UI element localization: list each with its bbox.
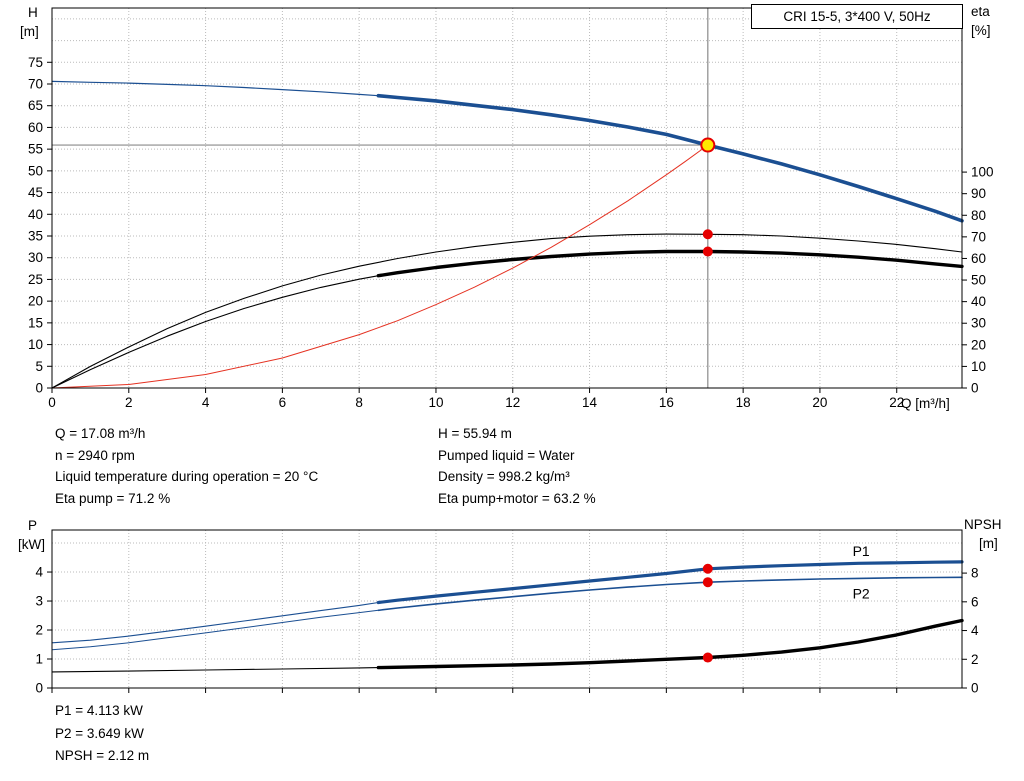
- info-line-q: Q = 17.08 m³/h: [55, 426, 146, 441]
- info-line-density: Density = 998.2 kg/m³: [438, 469, 570, 485]
- svg-text:15: 15: [28, 315, 43, 330]
- info-line-eta-pump: Eta pump = 71.2 %: [55, 490, 171, 506]
- svg-text:70: 70: [971, 229, 986, 244]
- power-npsh-chart-svg: 0 1 2 3 4 0 2 4 6 8 P1 P2: [35, 529, 979, 696]
- axis-title-h: H: [28, 5, 38, 20]
- svg-text:P2: P2: [853, 586, 870, 602]
- svg-text:2: 2: [125, 395, 133, 410]
- svg-text:35: 35: [28, 229, 43, 244]
- svg-text:75: 75: [28, 55, 43, 70]
- svg-text:100: 100: [971, 165, 994, 180]
- axis-title-q: Q [m³/h]: [901, 396, 950, 411]
- hq-eta-chart-svg: 0510152025303540455055606570750102030405…: [28, 7, 994, 410]
- svg-text:8: 8: [971, 566, 979, 581]
- svg-text:4: 4: [971, 623, 979, 638]
- svg-text:0: 0: [971, 681, 979, 696]
- svg-text:55: 55: [28, 142, 43, 157]
- info-line-temp: Liquid temperature during operation = 20…: [55, 469, 319, 485]
- svg-text:40: 40: [28, 207, 43, 222]
- svg-text:25: 25: [28, 272, 43, 287]
- info-line-npsh: NPSH = 2.12 m: [55, 748, 150, 764]
- svg-text:90: 90: [971, 186, 986, 201]
- duty-info-right-column: H = 55.94 m Pumped liquid = Water Densit…: [438, 423, 596, 509]
- svg-text:3: 3: [35, 594, 43, 609]
- info-line-n: n = 2940 rpm: [55, 447, 135, 463]
- svg-text:22: 22: [889, 395, 904, 410]
- svg-text:1: 1: [35, 652, 43, 667]
- axis-title-h-unit: [m]: [20, 24, 39, 39]
- info-line-p1: P1 = 4.113 kW: [55, 703, 143, 718]
- svg-text:30: 30: [28, 250, 43, 265]
- info-line-h: H = 55.94 m: [438, 426, 512, 441]
- svg-text:50: 50: [971, 273, 986, 288]
- svg-text:40: 40: [971, 294, 986, 309]
- svg-text:45: 45: [28, 185, 43, 200]
- svg-text:0: 0: [48, 395, 56, 410]
- svg-text:0: 0: [35, 681, 43, 696]
- svg-text:10: 10: [971, 359, 986, 374]
- svg-text:14: 14: [582, 395, 598, 410]
- svg-text:12: 12: [505, 395, 520, 410]
- svg-text:0: 0: [35, 381, 43, 396]
- info-line-p2: P2 = 3.649 kW: [55, 725, 144, 741]
- svg-text:6: 6: [279, 395, 287, 410]
- svg-text:5: 5: [35, 359, 43, 374]
- axis-title-eta: eta: [971, 4, 990, 19]
- svg-text:8: 8: [355, 395, 363, 410]
- svg-text:70: 70: [28, 77, 43, 92]
- svg-text:50: 50: [28, 163, 43, 178]
- svg-text:20: 20: [971, 337, 986, 352]
- info-line-eta-pump-motor: Eta pump+motor = 63.2 %: [438, 490, 596, 506]
- axis-title-eta-unit: [%]: [971, 23, 991, 38]
- svg-text:80: 80: [971, 208, 986, 223]
- axis-title-npsh-unit: [m]: [979, 536, 998, 551]
- svg-text:60: 60: [971, 251, 986, 266]
- power-info-column: P1 = 4.113 kW P2 = 3.649 kW NPSH = 2.12 …: [55, 700, 149, 768]
- svg-text:30: 30: [971, 316, 986, 331]
- svg-text:6: 6: [971, 594, 979, 609]
- axis-title-p-unit: [kW]: [18, 537, 45, 552]
- svg-text:4: 4: [202, 395, 210, 410]
- svg-text:18: 18: [736, 395, 751, 410]
- svg-text:16: 16: [659, 395, 674, 410]
- axis-title-p: P: [28, 518, 38, 533]
- axis-title-npsh: NPSH: [964, 517, 1002, 532]
- info-line-liquid: Pumped liquid = Water: [438, 447, 575, 463]
- svg-text:4: 4: [35, 565, 43, 580]
- duty-info-left-column: Q = 17.08 m³/h n = 2940 rpm Liquid tempe…: [55, 423, 318, 509]
- svg-text:10: 10: [428, 395, 443, 410]
- svg-text:0: 0: [971, 381, 979, 396]
- pump-designation-box: CRI 15-5, 3*400 V, 50Hz: [751, 4, 963, 29]
- svg-text:60: 60: [28, 120, 43, 135]
- svg-text:65: 65: [28, 98, 43, 113]
- svg-text:2: 2: [35, 623, 43, 638]
- svg-text:P1: P1: [853, 543, 870, 559]
- svg-text:10: 10: [28, 337, 43, 352]
- svg-text:20: 20: [812, 395, 827, 410]
- svg-text:20: 20: [28, 294, 43, 309]
- svg-text:2: 2: [971, 652, 979, 667]
